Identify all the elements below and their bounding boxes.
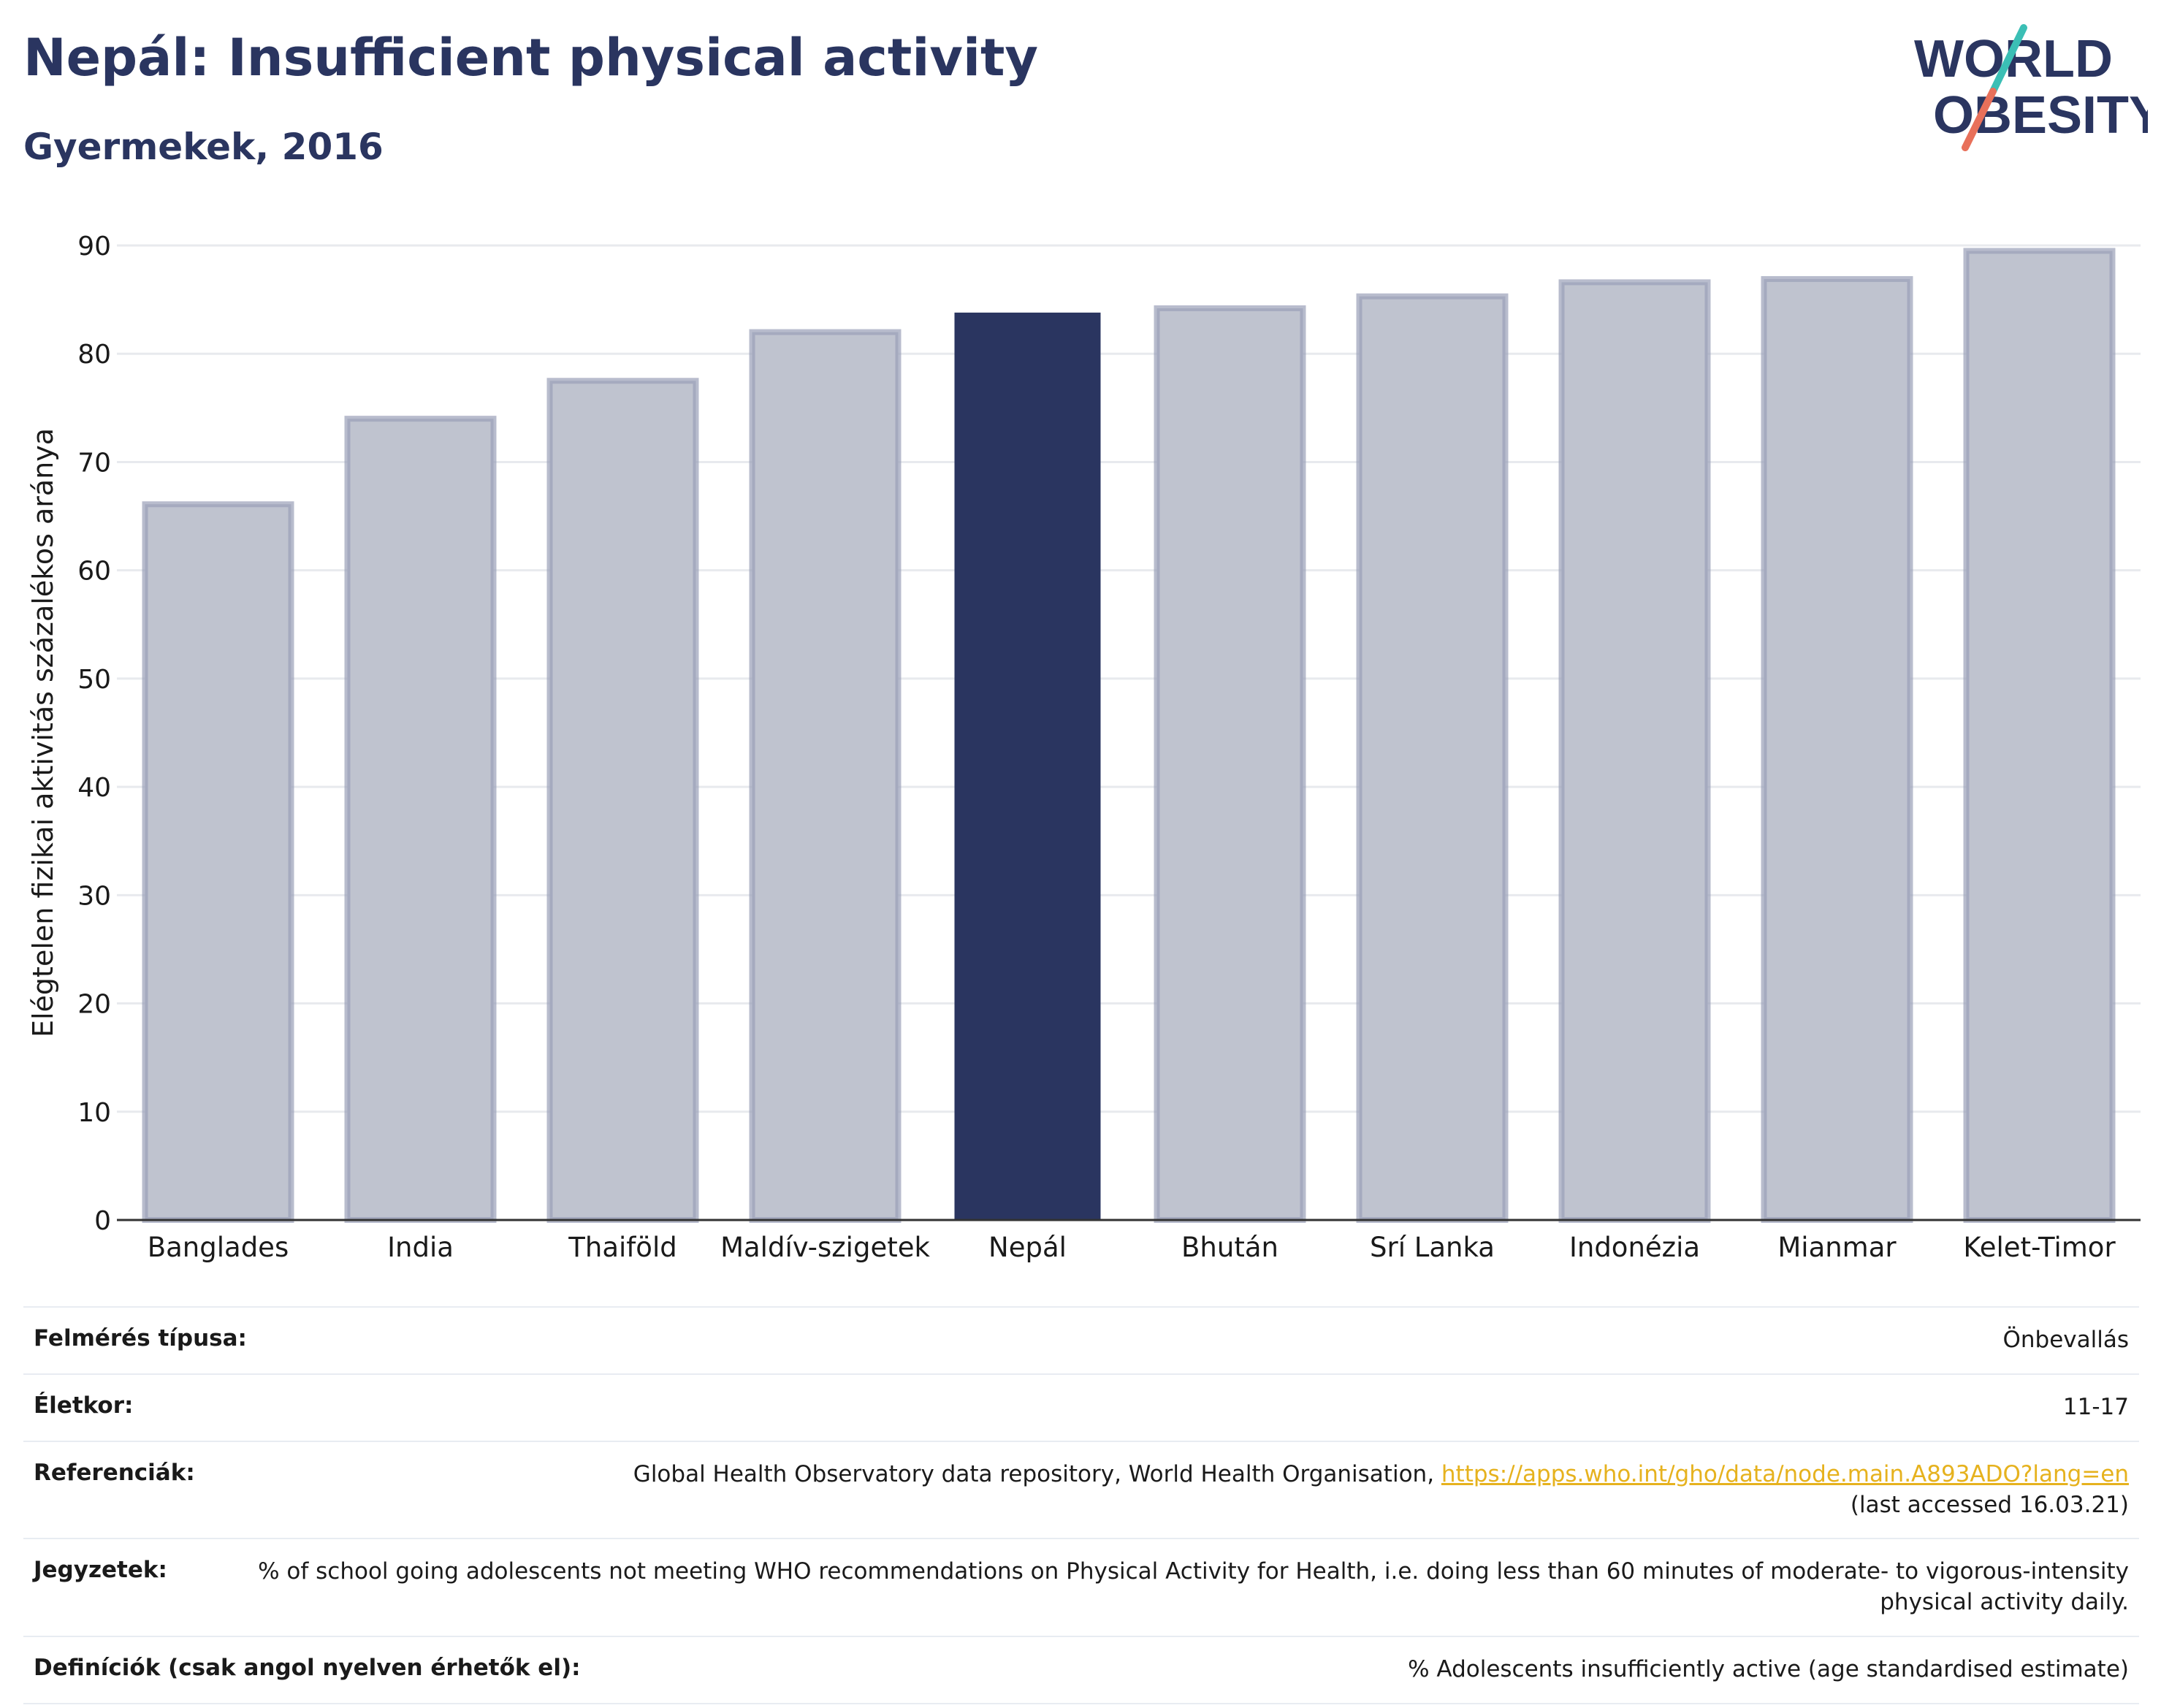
meta-row-survey: Felmérés típusa: Önbevallás (23, 1306, 2139, 1375)
bar-chart: 0 10 20 30 40 50 60 70 80 90 Banglades India Thaiföl… (27, 232, 2141, 1263)
bar-layer (142, 248, 2116, 1224)
meta-value-notes: % of school going adolescents not meetin… (258, 1558, 2129, 1616)
y-tick-label: 20 (77, 990, 111, 1020)
x-tick-label: Banglades (148, 1232, 289, 1263)
meta-label-notes: Jegyzetek: (34, 1557, 167, 1584)
meta-value-age: 11-17 (2062, 1393, 2129, 1420)
meta-value-survey: Önbevallás (2002, 1327, 2129, 1353)
bar-3 (749, 329, 902, 1224)
meta-value-references: Global Health Observatory data repositor… (195, 1460, 2129, 1521)
world-obesity-logo: WORLD OBESITY (1914, 24, 2148, 151)
page-subtitle: Gyermekek, 2016 (23, 126, 384, 168)
y-tick-label: 60 (77, 557, 111, 587)
y-tick-label: 10 (77, 1098, 111, 1128)
bar-4 (954, 312, 1101, 1221)
x-tick-label: Thaiföld (568, 1232, 676, 1263)
logo-line2: OBESITY (1933, 86, 2148, 145)
bar-8 (1761, 275, 1913, 1224)
x-tick-label: Indonézia (1569, 1232, 1700, 1263)
meta-label-definitions: Definíciók (csak angol nyelven érhetők e… (34, 1655, 581, 1682)
x-tick-label: Mianmar (1777, 1232, 1897, 1263)
reference-text: Global Health Observatory data repositor… (633, 1460, 1441, 1487)
bar-5 (1154, 305, 1306, 1224)
x-tick-label: Bhután (1181, 1232, 1278, 1263)
x-tick-label: Nepál (988, 1232, 1067, 1263)
x-tick-label: Srí Lanka (1370, 1232, 1495, 1263)
y-tick-label: 70 (77, 448, 111, 478)
x-tick-label: Maldív-szigetek (720, 1232, 930, 1263)
y-axis-label: Elégtelen fizikai aktivitás százalékos a… (27, 428, 59, 1037)
meta-row-age: Életkor: 11-17 (23, 1375, 2139, 1442)
logo-line1: WORLD (1914, 30, 2113, 88)
meta-value-definitions: % Adolescents insufficiently active (age… (1408, 1656, 2129, 1683)
tick-layer: 0 10 20 30 40 50 60 70 80 90 Banglades India Thaiföl… (77, 232, 2141, 1263)
meta-row-definitions: Definíciók (csak angol nyelven érhetők e… (23, 1637, 2139, 1704)
bar-1 (344, 416, 497, 1224)
bar-9 (1963, 248, 2116, 1223)
y-tick-label: 40 (77, 773, 111, 803)
y-tick-label: 80 (77, 340, 111, 370)
logo-slash-bottom (1962, 88, 1997, 151)
x-tick-label: India (387, 1232, 454, 1263)
y-tick-label: 30 (77, 881, 111, 911)
y-tick-label: 0 (94, 1206, 111, 1236)
y-tick-label: 50 (77, 665, 111, 695)
bar-6 (1356, 293, 1509, 1224)
reference-link[interactable]: https://apps.who.int/gho/data/node.main.… (1441, 1460, 2129, 1487)
x-tick-label: Kelet-Timor (1963, 1232, 2116, 1263)
bar-2 (546, 378, 699, 1223)
logo-slash-top (1989, 24, 2027, 95)
meta-label-survey: Felmérés típusa: (34, 1325, 247, 1351)
meta-label-references: Referenciák: (34, 1459, 195, 1486)
bar-7 (1558, 279, 1711, 1224)
meta-label-age: Életkor: (34, 1392, 134, 1419)
reference-accessed: (last accessed 16.03.21) (1850, 1491, 2129, 1518)
metadata-table: Felmérés típusa: Önbevallás Életkor: 11-… (23, 1306, 2139, 1704)
bar-0 (142, 501, 294, 1223)
page-title: Nepál: Insufficient physical activity (23, 28, 1039, 88)
meta-row-notes: Jegyzetek: % of school going adolescents… (23, 1539, 2139, 1638)
y-tick-label: 90 (77, 232, 111, 262)
meta-row-references: Referenciák: Global Health Observatory d… (23, 1442, 2139, 1540)
